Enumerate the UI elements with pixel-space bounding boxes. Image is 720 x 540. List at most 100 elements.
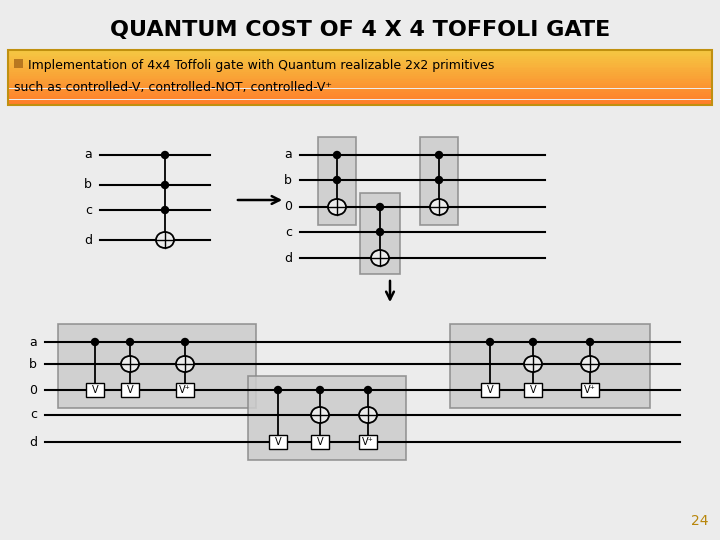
Text: c: c (30, 408, 37, 422)
Text: b: b (284, 173, 292, 186)
Circle shape (127, 339, 133, 346)
Text: 24: 24 (690, 514, 708, 528)
Bar (8, 63, 712, 65)
FancyBboxPatch shape (311, 435, 329, 449)
Text: V: V (91, 385, 99, 395)
Bar (318, 137, 356, 225)
Bar (248, 376, 406, 460)
Circle shape (333, 177, 341, 184)
Ellipse shape (311, 407, 329, 423)
Circle shape (436, 152, 443, 159)
Bar (14, 59, 23, 68)
FancyBboxPatch shape (524, 383, 542, 397)
Circle shape (91, 339, 99, 346)
Text: b: b (29, 357, 37, 370)
Circle shape (333, 152, 341, 159)
Circle shape (317, 387, 323, 394)
Ellipse shape (176, 356, 194, 372)
Text: c: c (85, 204, 92, 217)
Bar (8, 52, 712, 53)
Bar (8, 61, 712, 63)
Text: V⁺: V⁺ (362, 437, 374, 447)
Text: d: d (84, 233, 92, 246)
Bar (450, 324, 650, 408)
Bar (8, 74, 712, 76)
Text: b: b (84, 179, 92, 192)
Ellipse shape (371, 250, 389, 266)
Bar (8, 50, 712, 105)
Text: V: V (487, 385, 493, 395)
Bar (8, 103, 712, 105)
Text: a: a (30, 335, 37, 348)
Circle shape (161, 152, 168, 159)
Bar (8, 69, 712, 70)
Bar (8, 86, 712, 89)
Circle shape (529, 339, 536, 346)
FancyBboxPatch shape (176, 383, 194, 397)
Text: V: V (127, 385, 133, 395)
Bar (58, 324, 256, 408)
Bar (360, 193, 400, 274)
Circle shape (274, 387, 282, 394)
FancyBboxPatch shape (481, 383, 499, 397)
Bar (8, 59, 712, 61)
Text: Implementation of 4x4 Toffoli gate with Quantum realizable 2x2 primitives: Implementation of 4x4 Toffoli gate with … (28, 58, 495, 71)
Bar (8, 90, 712, 92)
Ellipse shape (328, 199, 346, 215)
Text: V⁺: V⁺ (584, 385, 596, 395)
Bar (8, 65, 712, 66)
Circle shape (436, 177, 443, 184)
Bar (8, 81, 712, 83)
Bar (8, 98, 712, 99)
Text: V: V (317, 437, 323, 447)
Bar (8, 50, 712, 52)
Text: V: V (275, 437, 282, 447)
Text: d: d (29, 435, 37, 449)
Circle shape (364, 387, 372, 394)
Text: QUANTUM COST OF 4 X 4 TOFFOLI GATE: QUANTUM COST OF 4 X 4 TOFFOLI GATE (110, 20, 610, 40)
Text: V: V (530, 385, 536, 395)
Text: V⁺: V⁺ (179, 385, 191, 395)
Bar (8, 83, 712, 85)
Bar (8, 89, 712, 90)
FancyBboxPatch shape (359, 435, 377, 449)
Bar (8, 79, 712, 81)
Text: c: c (285, 226, 292, 239)
Ellipse shape (359, 407, 377, 423)
Text: d: d (284, 252, 292, 265)
Bar (8, 57, 712, 59)
Bar (8, 96, 712, 98)
Bar (8, 53, 712, 56)
Bar (8, 78, 712, 79)
Bar (8, 94, 712, 96)
Ellipse shape (156, 232, 174, 248)
Circle shape (161, 206, 168, 213)
Bar (8, 99, 712, 102)
Bar (8, 92, 712, 94)
Ellipse shape (121, 356, 139, 372)
Ellipse shape (430, 199, 448, 215)
FancyBboxPatch shape (121, 383, 139, 397)
Bar (8, 70, 712, 72)
Bar (8, 66, 712, 69)
FancyBboxPatch shape (269, 435, 287, 449)
Bar (8, 72, 712, 74)
Bar (8, 56, 712, 57)
Bar (8, 76, 712, 78)
Bar (8, 85, 712, 86)
Bar (420, 137, 458, 225)
Text: such as controlled-V, controlled-NOT, controlled-V⁺: such as controlled-V, controlled-NOT, co… (14, 82, 332, 94)
Text: a: a (84, 148, 92, 161)
Text: a: a (284, 148, 292, 161)
FancyBboxPatch shape (581, 383, 599, 397)
Circle shape (587, 339, 593, 346)
Circle shape (487, 339, 493, 346)
Ellipse shape (524, 356, 542, 372)
Circle shape (161, 181, 168, 188)
FancyBboxPatch shape (86, 383, 104, 397)
Text: 0: 0 (29, 383, 37, 396)
Text: 0: 0 (284, 200, 292, 213)
Circle shape (181, 339, 189, 346)
Circle shape (377, 204, 384, 211)
Ellipse shape (581, 356, 599, 372)
